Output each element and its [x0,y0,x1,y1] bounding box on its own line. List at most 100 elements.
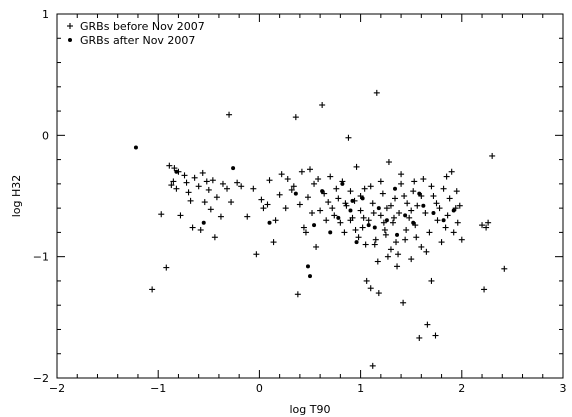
data-point-before [357,193,364,199]
data-point-before [292,114,299,121]
data-point-before [197,226,204,233]
data-point-before [353,163,360,170]
data-point-before [406,214,413,221]
data-point-after [174,169,179,174]
data-point-before [372,236,379,243]
data-point-before [321,190,328,197]
data-point-after [441,218,446,223]
data-point-before [290,183,297,190]
data-point-before [341,229,348,236]
data-point-before [410,188,417,195]
x-tick-label: 0 [256,382,263,395]
data-point-before [408,256,415,263]
data-point-before [319,102,326,108]
data-point-before [446,195,453,202]
data-point-before [327,173,334,180]
data-point-before [191,174,198,181]
y-tick-label: −1 [33,251,49,264]
data-point-before [315,176,322,183]
data-point-after [305,264,310,269]
data-point-before [166,162,173,169]
data-point-before [270,239,277,246]
data-point-before [501,265,508,272]
data-point-before [430,193,437,199]
data-point-before [171,165,178,172]
data-point-before [158,211,165,218]
data-point-before [424,321,431,328]
data-point-before [365,217,372,224]
data-point-before [380,219,387,226]
data-point-after [384,218,389,223]
data-point-after [133,145,138,150]
data-point-before [373,89,380,96]
data-point-before [392,195,399,202]
data-point-before [331,212,338,219]
data-point-before [483,224,490,231]
data-point-before [226,111,233,118]
data-point-before [195,183,202,190]
data-point-before [412,222,419,229]
legend-plus-mark [67,23,73,29]
data-point-before [479,222,486,229]
data-point-before [374,258,381,265]
data-point-after [376,206,381,211]
data-point-before [379,190,386,197]
data-point-before [426,229,433,236]
data-point-before [362,241,369,248]
data-point-before [337,219,344,226]
legend-label-before: GRBs before Nov 2007 [80,20,205,33]
legend-dot-mark [68,38,72,42]
data-point-before [282,205,289,212]
y-axis-ticks: −2 −1 0 1 [33,8,563,385]
data-point-before [377,178,384,185]
data-point-before [345,134,352,141]
data-point-before [309,209,316,216]
data-point-after [451,208,456,213]
data-point-before [377,212,384,219]
data-point-before [433,200,440,207]
data-point-before [369,362,376,369]
data-point-before [456,202,463,209]
data-point-before [187,197,194,204]
data-point-before [352,226,359,233]
data-point-before [207,206,214,213]
data-point-before [401,193,408,199]
plot-frame [56,13,564,379]
data-point-before [258,196,265,203]
data-marks [133,89,508,369]
data-point-before [370,209,377,216]
data-point-before [418,193,425,199]
data-point-before [284,176,291,183]
data-point-before [181,172,188,179]
data-point-before [367,183,374,190]
data-point-before [369,200,376,207]
data-point-before [402,236,409,243]
x-axis-ticks: −2 −1 0 1 2 3 [49,14,567,395]
x-tick-label: 2 [458,382,465,395]
data-point-before [367,285,374,292]
data-point-before [170,178,177,185]
data-point-before [363,277,370,284]
legend-label-after: GRBs after Nov 2007 [80,34,195,47]
data-point-before [201,199,208,206]
data-point-before [264,201,271,208]
data-point-before [432,332,439,339]
data-point-before [381,226,388,233]
data-point-before [361,185,368,192]
plot-border [56,13,564,379]
data-point-before [400,299,407,306]
data-point-before [296,201,303,208]
data-point-before [183,179,190,186]
data-point-after [421,203,426,208]
data-point-before [253,251,260,258]
data-point-after [393,186,398,191]
data-point-after [308,274,312,279]
data-point-before [452,205,459,212]
data-point-before [244,213,251,220]
x-axis-label: log T90 [290,403,331,416]
data-point-after [411,220,416,225]
data-point-before [394,263,401,270]
data-point-before [383,205,390,212]
data-point-before [371,241,378,248]
